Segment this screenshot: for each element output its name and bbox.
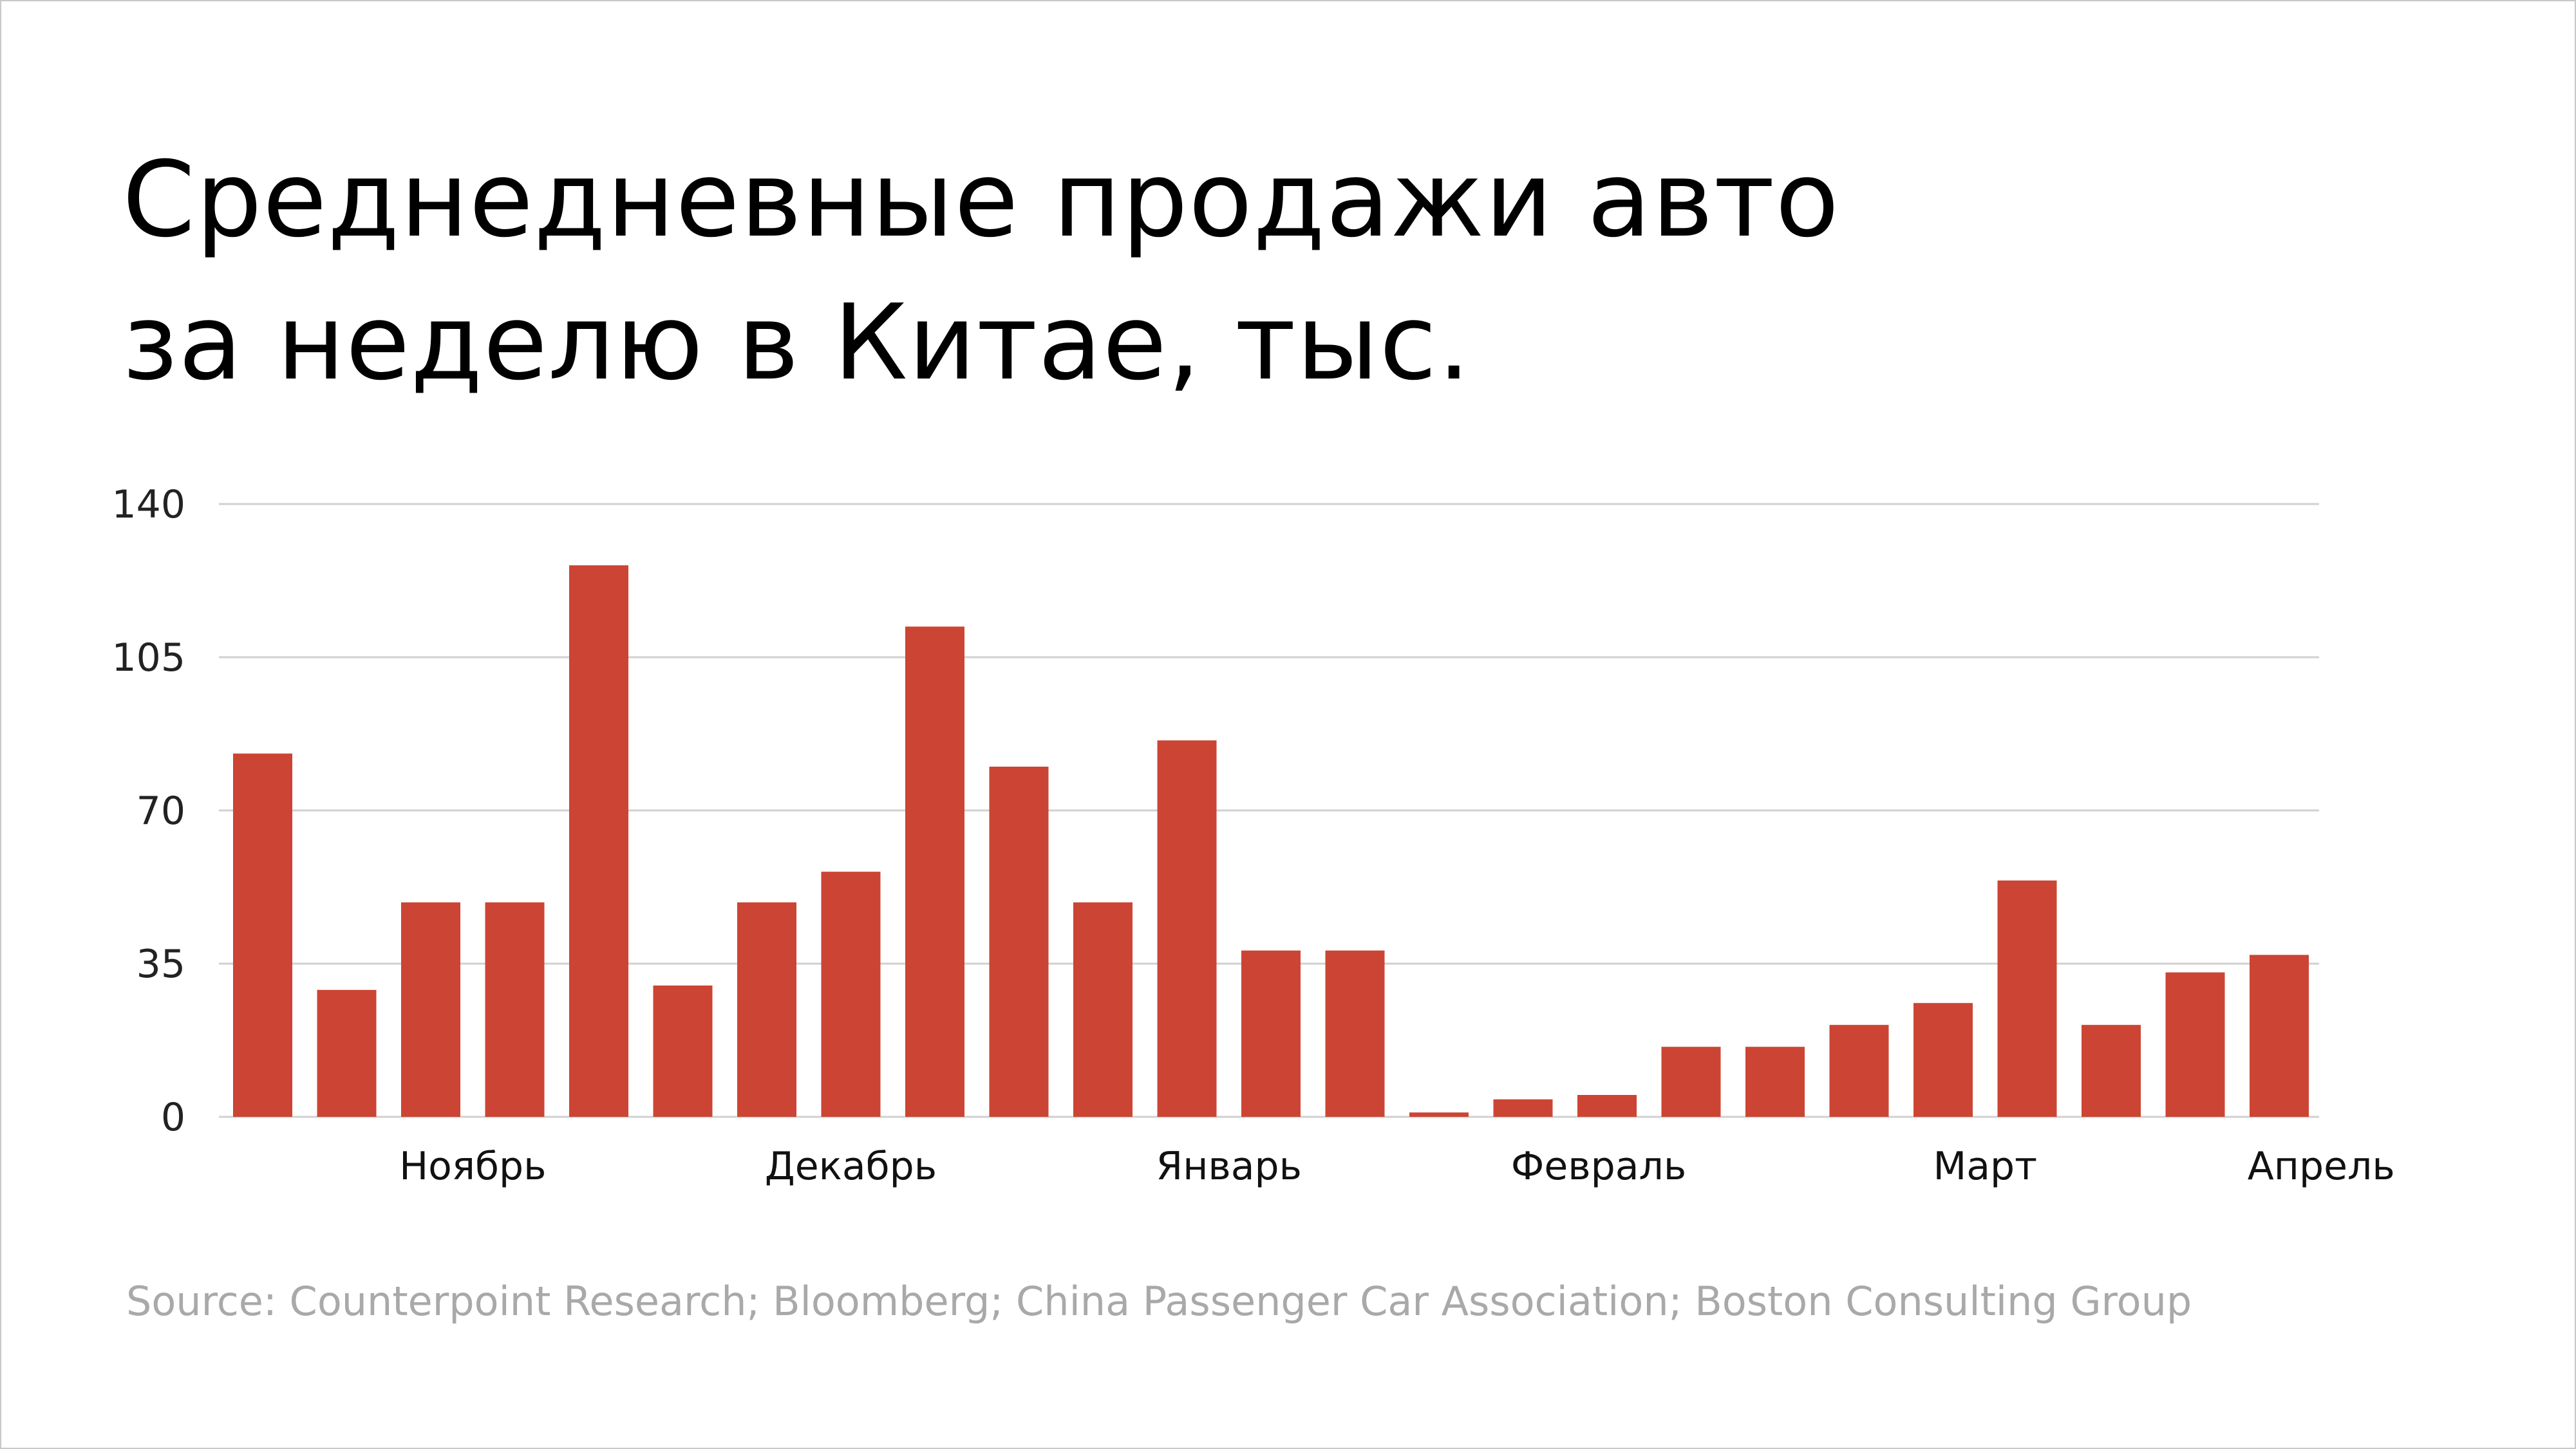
y-tick-label: 140 [111, 482, 185, 527]
month-label: Декабрь [765, 1144, 937, 1189]
bar-week-2 [317, 989, 377, 1117]
bar-week-14 [1325, 950, 1385, 1117]
y-tick-label: 0 [161, 1095, 185, 1140]
bar-week-21 [1913, 1003, 1973, 1117]
bars [233, 565, 2309, 1117]
bar-week-1 [233, 753, 292, 1117]
month-label: Февраль [1511, 1144, 1687, 1189]
bar-week-7 [737, 902, 796, 1117]
month-label: Январь [1156, 1144, 1302, 1189]
x-axis-month-labels: Ноябрь Декабрь Январь Февраль Март Апрель [399, 1144, 2395, 1189]
y-tick-label: 35 [136, 942, 185, 987]
bar-week-24 [2165, 972, 2225, 1117]
bar-week-9 [905, 626, 964, 1117]
bar-week-4 [485, 902, 545, 1117]
bar-week-22 [1997, 880, 2057, 1117]
month-label: Ноябрь [399, 1144, 546, 1189]
bar-week-16 [1493, 1099, 1553, 1117]
month-label: Апрель [2248, 1144, 2395, 1189]
bar-week-23 [2082, 1025, 2141, 1117]
chart-title-line-2: за неделю в Китае, тыс. [122, 283, 1471, 404]
bar-week-20 [1829, 1025, 1889, 1117]
y-tick-label: 70 [136, 789, 185, 834]
bar-week-19 [1745, 1047, 1805, 1117]
bar-week-11 [1073, 902, 1133, 1117]
bar-week-15 [1409, 1112, 1469, 1117]
chart-title: Среднедневные продажи авто за неделю в К… [122, 129, 1839, 415]
source-note: Source: Counterpoint Research; Bloomberg… [126, 1278, 2192, 1325]
bar-week-12 [1157, 740, 1217, 1117]
bar-week-10 [989, 767, 1049, 1117]
bar-week-6 [653, 986, 713, 1117]
bar-week-17 [1577, 1095, 1637, 1117]
y-axis-tick-labels: 0 35 70 105 140 [111, 482, 185, 1140]
month-label: Март [1933, 1144, 2037, 1189]
bar-week-25 [2250, 955, 2309, 1117]
chart-title-line-1: Среднедневные продажи авто [122, 140, 1840, 261]
bar-week-5 [569, 565, 628, 1117]
bar-week-8 [821, 872, 881, 1117]
bar-week-18 [1661, 1047, 1721, 1117]
bar-week-3 [401, 902, 460, 1117]
bar-week-13 [1241, 950, 1301, 1117]
y-tick-label: 105 [111, 635, 185, 680]
